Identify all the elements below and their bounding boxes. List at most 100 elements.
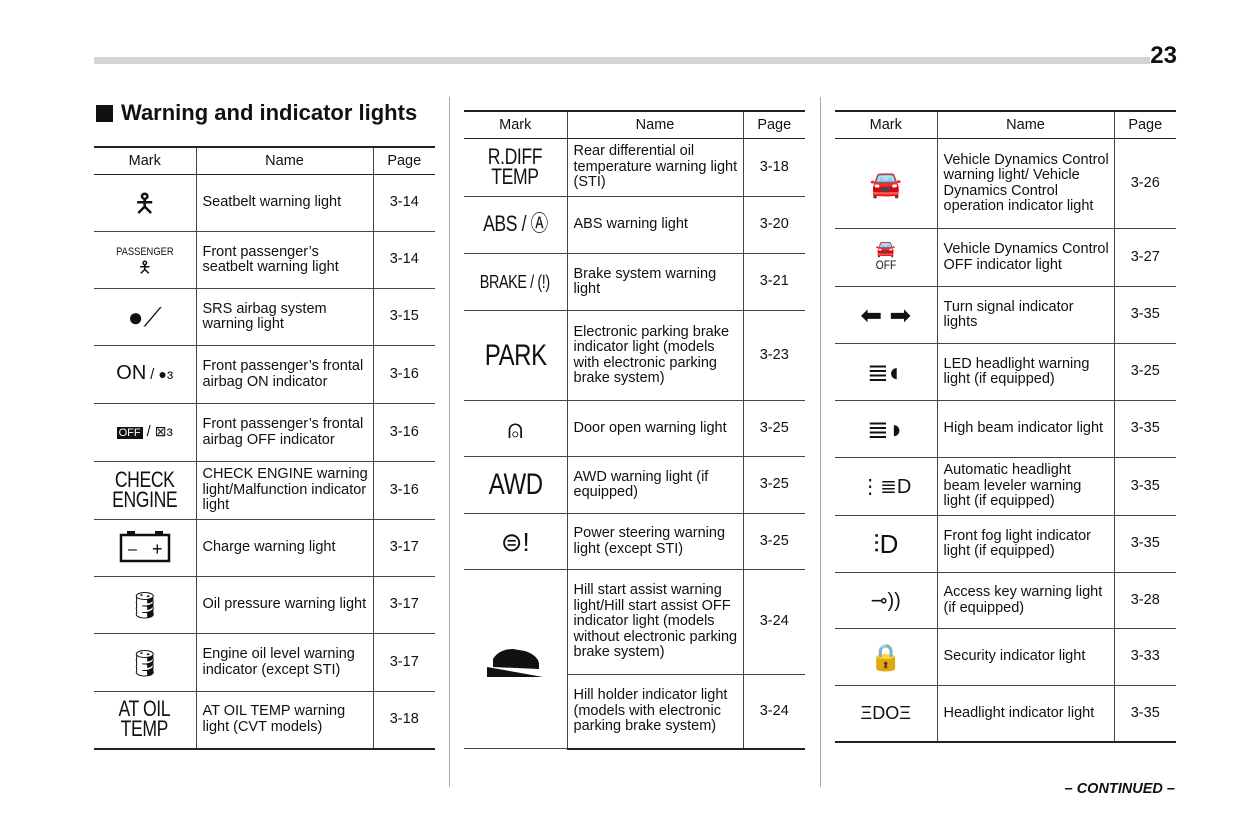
light-name: CHECK ENGINE warning light/Malfunction i… bbox=[196, 461, 374, 520]
page-ref: 3-35 bbox=[1114, 457, 1176, 516]
airbag-off-icon: OFF / ⊠ɜ bbox=[94, 403, 197, 462]
light-name: Door open warning light bbox=[567, 400, 744, 457]
page-ref: 3-14 bbox=[373, 174, 435, 232]
header-name: Name bbox=[196, 146, 374, 175]
header-page: Page bbox=[1114, 110, 1176, 139]
header-name: Name bbox=[937, 110, 1115, 139]
light-name: Front passenger’s frontal airbag OFF ind… bbox=[196, 403, 374, 462]
section-title-text: Warning and indicator lights bbox=[121, 100, 418, 125]
hill-start-icon bbox=[464, 569, 568, 749]
lights-table-1: Mark Name Page 🯅 Seatbelt warning light 3-14 P… bbox=[94, 146, 435, 750]
airbag-icon: ●⟋ bbox=[94, 288, 197, 346]
section-title: Warning and indicator lights bbox=[96, 100, 417, 126]
header-mark: Mark bbox=[94, 146, 197, 175]
table-row: ≣◐ LED headlight warning light (if equipp… bbox=[835, 343, 1176, 401]
light-name: Turn signal indicator lights bbox=[937, 286, 1115, 344]
column-divider bbox=[449, 97, 450, 787]
table-row: 🯅 Seatbelt warning light 3-14 bbox=[94, 174, 435, 232]
page-ref: 3-17 bbox=[373, 576, 435, 634]
light-name: Vehicle Dynamics Control warning light/ … bbox=[937, 138, 1115, 229]
page-ref: 3-16 bbox=[373, 403, 435, 462]
page-ref: 3-25 bbox=[743, 513, 805, 570]
page-number: 23 bbox=[1150, 42, 1177, 69]
lights-table-2: Mark Name Page R.DIFF TEMP Rear differential … bbox=[464, 110, 805, 750]
light-name: Automatic headlight beam leveler warning… bbox=[937, 457, 1115, 516]
passenger-seatbelt-icon: PASSENGER 🯅 bbox=[94, 231, 197, 289]
light-name: Hill start assist warning light/Hill sta… bbox=[567, 569, 744, 675]
check-engine-icon: CHECK ENGINE bbox=[94, 461, 197, 520]
access-key-icon: ⊸)) bbox=[835, 572, 938, 629]
table-row: ●⟋ SRS airbag system warning light 3-15 bbox=[94, 288, 435, 346]
page-ref: 3-35 bbox=[1114, 685, 1176, 743]
table-row: 🛢 Oil pressure warning light 3-17 bbox=[94, 576, 435, 634]
oil-pressure-icon: 🛢 bbox=[94, 576, 197, 634]
table-row: CHECK ENGINE CHECK ENGINE warning light/Ma… bbox=[94, 461, 435, 520]
battery-icon: – + bbox=[94, 519, 197, 577]
header-page: Page bbox=[743, 110, 805, 139]
table-row: ⍝ Door open warning light 3-25 bbox=[464, 400, 805, 457]
table-row: ⬅ ➡ Turn signal indicator lights 3-35 bbox=[835, 286, 1176, 344]
page-ref: 3-18 bbox=[373, 691, 435, 750]
light-name: Vehicle Dynamics Control OFF indicator l… bbox=[937, 228, 1115, 287]
light-name: Front fog light indicator light (if equi… bbox=[937, 515, 1115, 573]
light-name: Security indicator light bbox=[937, 628, 1115, 686]
table-row: 🚘 Vehicle Dynamics Control warning light/… bbox=[835, 138, 1176, 229]
table-row: OFF / ⊠ɜ Front passenger’s frontal airbag… bbox=[94, 403, 435, 462]
page-ref: 3-35 bbox=[1114, 286, 1176, 344]
table-row: ⋮≣D Automatic headlight beam leveler warn… bbox=[835, 457, 1176, 516]
page-ref: 3-25 bbox=[1114, 343, 1176, 401]
awd-icon: AWD bbox=[464, 456, 568, 514]
square-bullet-icon bbox=[96, 104, 113, 122]
table-row: ⊜! Power steering warning light (except S… bbox=[464, 513, 805, 570]
table-row: 🔒 Security indicator light 3-33 bbox=[835, 628, 1176, 686]
light-name: Power steering warning light (except STI… bbox=[567, 513, 744, 570]
page-ref: 3-27 bbox=[1114, 228, 1176, 287]
column-divider bbox=[820, 97, 821, 787]
table-row: AT OIL TEMP AT OIL TEMP warning light (CVT… bbox=[94, 691, 435, 750]
rdiff-temp-icon: R.DIFF TEMP bbox=[464, 138, 568, 197]
led-headlight-icon: ≣◐ bbox=[835, 343, 938, 401]
at-oil-temp-icon: AT OIL TEMP bbox=[94, 691, 197, 750]
table-header: Mark Name Page bbox=[464, 110, 805, 139]
brake-icon: BRAKE / (!) bbox=[464, 253, 568, 311]
page-ref: 3-15 bbox=[373, 288, 435, 346]
table-row: BRAKE / (!) Brake system warning light 3-2… bbox=[464, 253, 805, 311]
light-name: ABS warning light bbox=[567, 196, 744, 254]
table-row: ON / ●ɜ Front passenger’s frontal airbag … bbox=[94, 345, 435, 404]
vehicle-dynamics-off-icon: 🚘 OFF bbox=[835, 228, 938, 287]
page-ref: 3-20 bbox=[743, 196, 805, 254]
airbag-on-icon: ON / ●ɜ bbox=[94, 345, 197, 404]
security-icon: 🔒 bbox=[835, 628, 938, 686]
table-row: ≣◗ High beam indicator light 3-35 bbox=[835, 400, 1176, 458]
page-ref: 3-14 bbox=[373, 231, 435, 289]
light-name: Front passenger’s frontal airbag ON indi… bbox=[196, 345, 374, 404]
high-beam-icon: ≣◗ bbox=[835, 400, 938, 458]
page-ref: 3-16 bbox=[373, 461, 435, 520]
door-open-icon: ⍝ bbox=[464, 400, 568, 457]
headlight-indicator-icon: ΞDOΞ bbox=[835, 685, 938, 743]
light-name: AT OIL TEMP warning light (CVT models) bbox=[196, 691, 374, 750]
park-icon: PARK bbox=[464, 310, 568, 401]
table-row: Hill start assist warning light/Hill sta… bbox=[464, 569, 805, 749]
table-row: ⫶D Front fog light indicator light (if eq… bbox=[835, 515, 1176, 573]
page-ref: 3-17 bbox=[373, 633, 435, 692]
table-row: – + Charge warning light 3-17 bbox=[94, 519, 435, 577]
abs-icon: ABS / Ⓐ bbox=[464, 196, 568, 254]
light-name: Headlight indicator light bbox=[937, 685, 1115, 743]
lights-table-3: Mark Name Page 🚘 Vehicle Dynamics Control wa… bbox=[835, 110, 1176, 743]
light-name: Rear differential oil temperature warnin… bbox=[567, 138, 744, 197]
vehicle-dynamics-icon: 🚘 bbox=[835, 138, 938, 229]
svg-text:–: – bbox=[128, 541, 137, 558]
turn-signal-icon: ⬅ ➡ bbox=[835, 286, 938, 344]
svg-text:+: + bbox=[152, 539, 163, 559]
light-name: AWD warning light (if equipped) bbox=[567, 456, 744, 514]
seatbelt-icon: 🯅 bbox=[94, 174, 197, 232]
page-ref: 3-25 bbox=[743, 400, 805, 457]
light-name: Brake system warning light bbox=[567, 253, 744, 311]
light-name: Front passenger’s seatbelt warning light bbox=[196, 231, 374, 289]
oil-level-icon: 🛢 bbox=[94, 633, 197, 692]
header-page: Page bbox=[373, 146, 435, 175]
page-ref: 3-24 bbox=[743, 674, 805, 750]
light-name: Engine oil level warning indicator (exce… bbox=[196, 633, 374, 692]
